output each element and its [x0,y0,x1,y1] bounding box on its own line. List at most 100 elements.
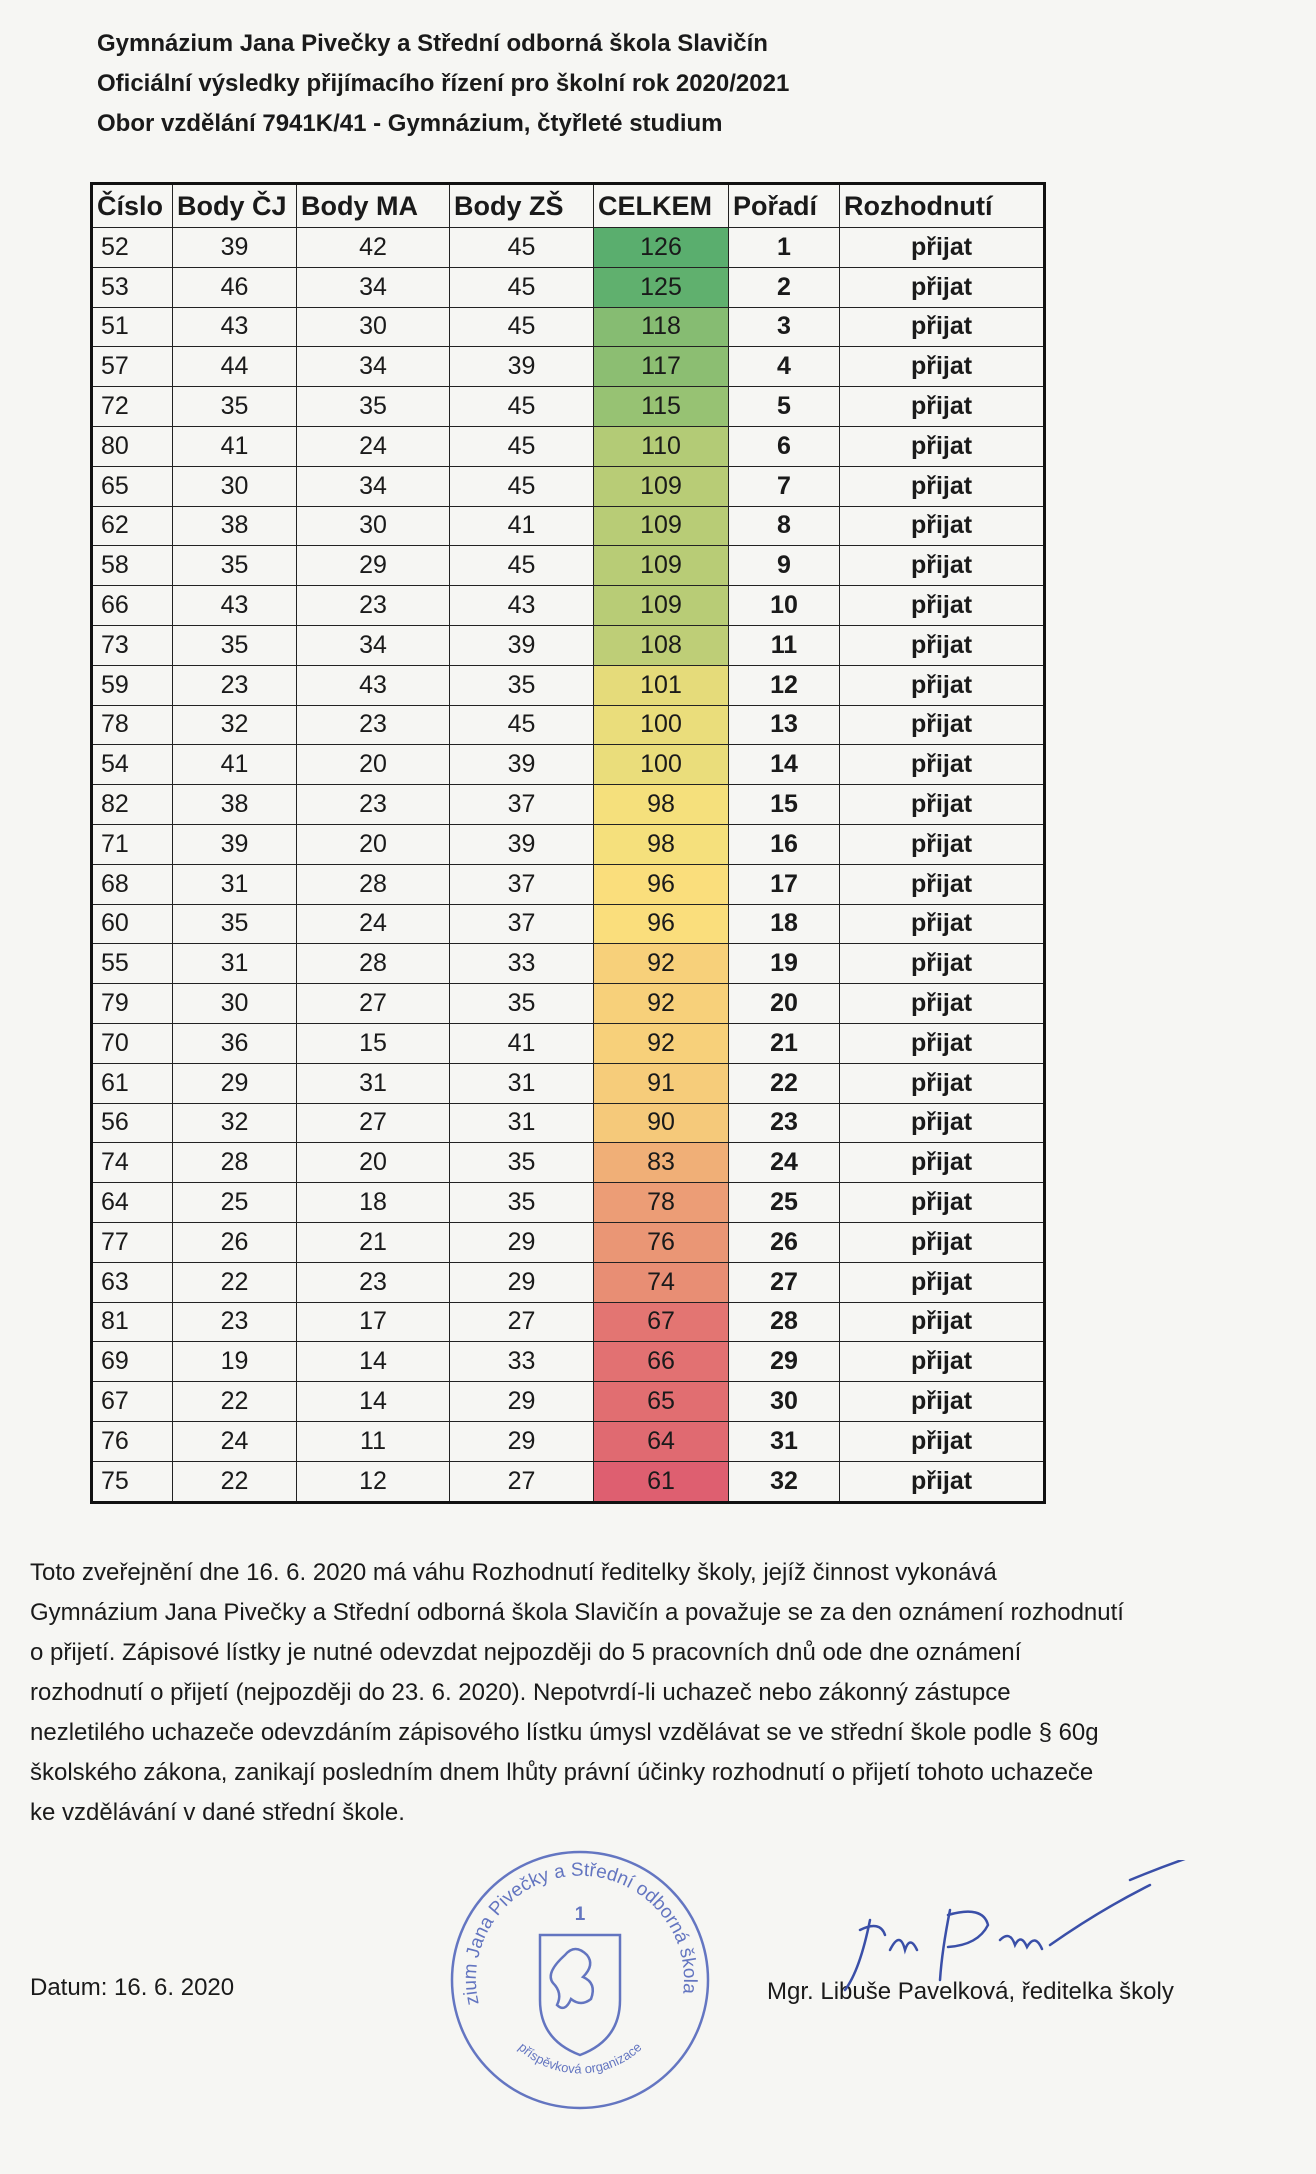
table-cell: 28 [728,1301,840,1343]
table-cell: 80 [91,425,173,467]
table-cell: 12 [728,664,840,706]
stamp-subtext-path: příspěvková organizace [516,2039,645,2076]
stamp-text: Gymnázium Jana Pivečky a Střední odborná… [440,1840,700,2007]
table-cell: 35 [172,903,297,945]
table-cell: přijat [839,1221,1045,1263]
table-row: 70 36 15 41 92 21 přijat [91,1022,1045,1064]
table-cell: 22 [728,1062,840,1104]
table-cell: 8 [728,505,840,547]
table-cell: 39 [172,823,297,865]
table-cell: přijat [839,505,1045,547]
paragraph-line: školského zákona, zanikají posledním dne… [30,1759,1094,1786]
table-cell: 35 [296,386,450,427]
table-cell: 74 [91,1142,173,1184]
table-cell: 64 [91,1182,173,1223]
table-cell: 72 [91,386,173,427]
table-cell: 100 [593,704,729,746]
table-cell: 45 [449,545,594,587]
table-cell: přijat [839,266,1045,308]
table-cell: 7 [728,465,840,507]
table-cell: 30 [728,1381,840,1422]
table-cell: 20 [296,823,450,865]
table-cell: 92 [593,1022,729,1064]
table-cell: 20 [296,1142,450,1184]
table-cell: 15 [296,1022,450,1064]
table-cell: 92 [593,943,729,985]
table-row: 73 35 34 39 108 11 přijat [91,624,1045,666]
table-row: 62 38 30 41 109 8 přijat [91,505,1045,547]
table-cell: 78 [593,1182,729,1223]
table-cell: 69 [91,1341,173,1383]
table-cell: 29 [449,1381,594,1422]
table-cell: 14 [728,744,840,786]
table-cell: 23 [172,664,297,706]
table-cell: 2 [728,266,840,308]
table-cell: 67 [593,1301,729,1343]
table-cell: 31 [728,1420,840,1462]
table-cell: 31 [296,1062,450,1104]
table-cell: 71 [91,823,173,865]
table-cell: 29 [728,1341,840,1383]
table-cell: 29 [449,1261,594,1303]
header: Gymnázium Jana Pivečky a Střední odborná… [97,24,789,144]
table-cell: 32 [172,1102,297,1144]
table-cell: 33 [449,943,594,985]
table-cell: 32 [728,1460,840,1503]
table-cell: 17 [728,863,840,905]
table-cell: 81 [91,1301,173,1343]
table-cell: 13 [728,704,840,746]
table-cell: 109 [593,545,729,587]
column-header: Číslo [91,183,173,228]
table-cell: 1 [728,227,840,268]
table-cell: 59 [91,664,173,706]
table-cell: 73 [91,624,173,666]
table-row: 80 41 24 45 110 6 přijat [91,425,1045,467]
table-cell: 101 [593,664,729,706]
table-cell: přijat [839,624,1045,666]
table-cell: 41 [172,425,297,467]
column-header: Body MA [296,183,450,228]
table-cell: 98 [593,823,729,865]
table-cell: 29 [449,1420,594,1462]
table-cell: 52 [91,227,173,268]
signature-mark [843,1860,1186,1992]
table-cell: 14 [296,1341,450,1383]
table-cell: přijat [839,545,1045,587]
table-cell: 33 [449,1341,594,1383]
table-cell: 20 [728,983,840,1024]
stamp: Gymnázium Jana Pivečky a Střední odborná… [440,1840,710,2110]
table-cell: 36 [172,1022,297,1064]
table-cell: 118 [593,306,729,348]
table-cell: 11 [296,1420,450,1462]
table-cell: 43 [449,585,594,626]
table-cell: 79 [91,983,173,1024]
table-cell: přijat [839,227,1045,268]
table-cell: 34 [296,346,450,388]
table-cell: 23 [172,1301,297,1343]
table-cell: 4 [728,346,840,388]
table-cell: 92 [593,983,729,1024]
table-cell: 109 [593,505,729,547]
table-cell: 6 [728,425,840,467]
table-cell: 109 [593,465,729,507]
table-cell: 37 [449,784,594,825]
table-cell: 32 [172,704,297,746]
table-row: 75 22 12 27 61 32 přijat [91,1460,1045,1503]
table-cell: přijat [839,823,1045,865]
table-cell: přijat [839,1381,1045,1422]
paragraph-line: Toto zveřejnění dne 16. 6. 2020 má váhu … [30,1559,997,1586]
table-cell: 22 [172,1381,297,1422]
column-header: Body ZŠ [449,183,594,228]
table-cell: 126 [593,227,729,268]
table-cell: 75 [91,1460,173,1503]
paragraph: Toto zveřejnění dne 16. 6. 2020 má váhu … [30,1553,1124,1833]
table-cell: přijat [839,863,1045,905]
table-cell: 45 [449,704,594,746]
table-cell: 96 [593,903,729,945]
table-cell: 82 [91,784,173,825]
table-cell: 31 [172,943,297,985]
table-cell: 78 [91,704,173,746]
table-cell: 34 [296,266,450,308]
table-cell: 29 [296,545,450,587]
table-cell: přijat [839,784,1045,825]
